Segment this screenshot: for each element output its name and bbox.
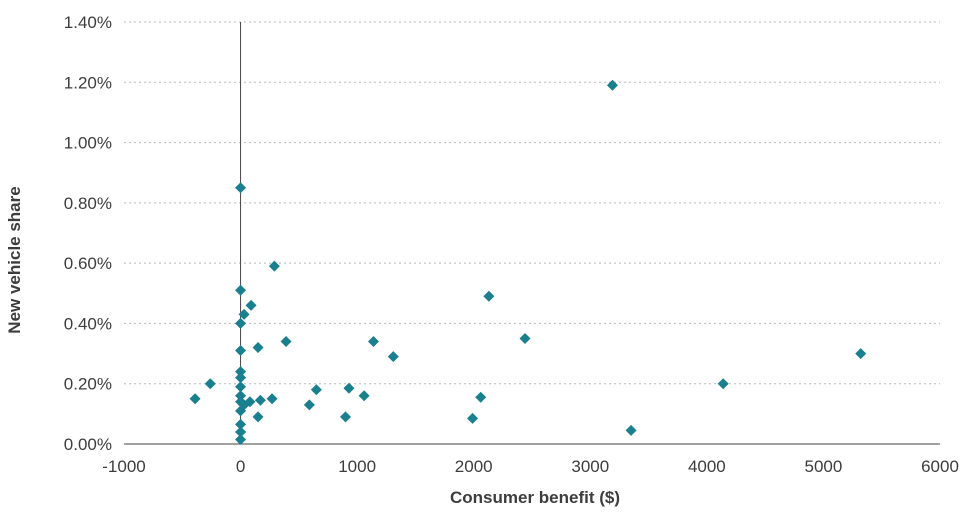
x-tick-label: 6000 [921,457,959,476]
data-point [358,390,370,402]
data-point [475,391,487,403]
y-tick-label: 0.40% [64,314,112,333]
y-tick-label: 1.20% [64,73,112,92]
x-tick-label: 0 [236,457,245,476]
y-tick-label: 1.00% [64,134,112,153]
data-point [343,382,355,394]
data-point [235,182,247,194]
data-point [606,79,618,91]
data-point [254,394,266,406]
data-point [367,336,379,348]
data-point [519,333,531,344]
y-tick-label: 0.80% [64,194,112,213]
data-point [483,290,495,302]
tick-labels: 0.00% 0.20% 0.40% 0.60% 0.80% 1.00% 1.20% 1.40%… [64,13,959,476]
data-points [189,79,867,445]
x-tick-label: -1000 [102,457,145,476]
y-tick-label: 0.60% [64,254,112,273]
data-point [245,299,257,311]
data-point [235,426,247,438]
data-point [235,418,247,430]
axes [124,22,940,445]
y-tick-label: 1.40% [64,13,112,32]
y-tick-label: 0.20% [64,375,112,394]
data-point [625,424,637,436]
x-tick-label: 2000 [455,457,493,476]
data-point [235,433,247,445]
y-axis-title: New vehicle share [5,186,24,333]
data-point [235,381,247,393]
data-point [855,348,867,360]
data-point [310,384,322,396]
data-point [266,393,278,405]
data-point [244,396,256,408]
data-point [717,378,729,390]
data-point [467,412,479,424]
data-point [280,336,292,348]
data-point [235,317,247,329]
data-point [189,393,201,405]
data-point [387,351,399,363]
data-point [238,308,250,320]
data-point [268,260,280,272]
x-tick-label: 4000 [688,457,726,476]
x-tick-label: 1000 [338,457,376,476]
data-point [252,411,264,423]
gridlines [124,21,940,385]
data-point [235,366,247,378]
data-point [235,372,247,384]
x-axis-title: Consumer benefit ($) [450,488,620,507]
x-tick-label: 5000 [805,457,843,476]
data-point [235,390,247,402]
data-point [303,399,315,411]
data-point [204,378,216,390]
data-point [339,411,351,423]
data-point [252,342,264,354]
data-point [235,345,247,357]
y-tick-label: 0.00% [64,435,112,454]
x-tick-label: 3000 [571,457,609,476]
data-point [235,284,247,296]
